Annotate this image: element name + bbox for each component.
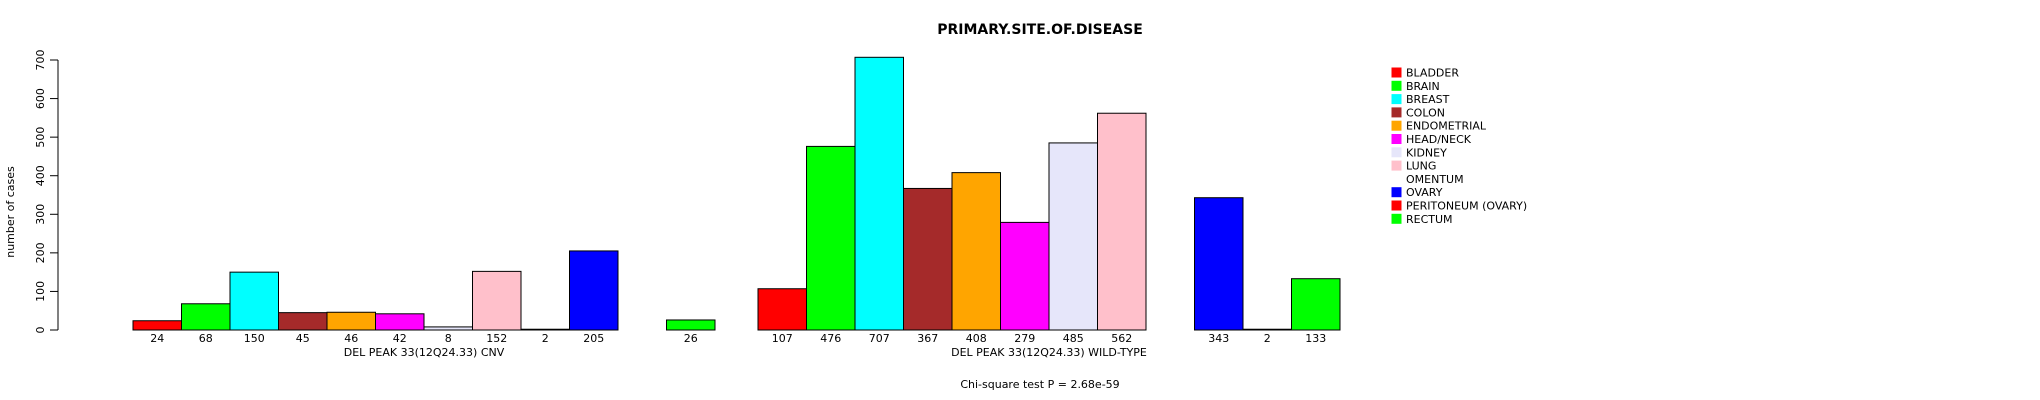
y-axis: 0 100 200 300 400 500 600 700: [34, 50, 59, 334]
y-tick-label: 400: [34, 165, 47, 186]
bar-value-label: 46: [344, 332, 358, 345]
y-tick-label: 500: [34, 127, 47, 148]
y-tick-label: 200: [34, 242, 47, 263]
bar-value-label: 485: [1063, 332, 1084, 345]
bar-breast: [229, 271, 279, 331]
bar-value-label: 476: [820, 332, 841, 345]
bar-brain: [181, 303, 231, 331]
legend-label: BREAST: [1406, 93, 1450, 106]
legend-swatch: [1391, 67, 1402, 78]
legend-swatch: [1391, 94, 1402, 105]
bar-value-label: 2: [1264, 332, 1271, 345]
bar-kidney: [1048, 142, 1098, 331]
bar-value-label: 68: [199, 332, 213, 345]
bar-value-label: 279: [1014, 332, 1035, 345]
bar-bladder: [757, 288, 807, 331]
bar-ovary: [569, 250, 619, 331]
y-axis-label: number of cases: [4, 166, 17, 258]
bar-value-label: 2: [542, 332, 549, 345]
bar-value-label: 343: [1208, 332, 1229, 345]
bar-colon: [903, 187, 953, 331]
legend-label: PERITONEUM (OVARY): [1406, 200, 1527, 213]
bar-ovary: [1194, 197, 1244, 331]
legend-swatch: [1391, 213, 1402, 224]
bar-rectum: [666, 319, 716, 331]
bar-value-label: 150: [244, 332, 265, 345]
legend-label: KIDNEY: [1406, 146, 1447, 159]
legend-label: OVARY: [1406, 186, 1443, 199]
legend-label: RECTUM: [1406, 213, 1453, 226]
y-tick-label: 300: [34, 204, 47, 225]
group-label-wild-type: DEL PEAK 33(12Q24.33) WILD-TYPE: [951, 346, 1147, 359]
y-tick-label: 700: [34, 50, 47, 71]
legend: BLADDERBRAINBREASTCOLONENDOMETRIALHEAD/N…: [1391, 67, 1527, 226]
bar-peritoneum-ovary: [1242, 328, 1292, 331]
bar-head-neck: [375, 313, 425, 331]
bar-colon: [278, 312, 328, 331]
bar-value-label: 42: [393, 332, 407, 345]
bar-endometrial: [326, 311, 376, 331]
bar-value-label: 26: [684, 332, 698, 345]
legend-label: BRAIN: [1406, 80, 1440, 93]
legend-swatch: [1391, 200, 1402, 211]
bar-value-label: 24: [150, 332, 164, 345]
y-tick-label: 0: [34, 327, 47, 334]
legend-swatch: [1391, 160, 1402, 171]
bar-brain: [806, 145, 856, 331]
legend-label: ENDOMETRIAL: [1406, 120, 1487, 133]
bar-value-label: 205: [583, 332, 604, 345]
bar-value-label: 133: [1305, 332, 1326, 345]
legend-swatch: [1392, 174, 1401, 184]
legend-swatch: [1391, 134, 1402, 144]
bar-value-label: 8: [445, 332, 452, 345]
legend-swatch: [1391, 107, 1402, 118]
y-tick-label: 100: [34, 281, 47, 302]
y-tick-label: 600: [34, 88, 47, 109]
bar-value-label: 152: [486, 332, 507, 345]
bar-value-label: 707: [869, 332, 890, 345]
chi-square-footnote: Chi-square test P = 2.68e-59: [960, 378, 1119, 391]
bar-value-label: 107: [772, 332, 793, 345]
legend-swatch: [1391, 147, 1402, 158]
bar-head-neck: [1000, 221, 1050, 331]
bar-labels: 24 68 150 45 46 42 8 152 2 205 26 107 476 707 367 408 27…: [150, 332, 1326, 345]
bar-lung: [1097, 112, 1147, 331]
bar-omentum: [520, 328, 570, 331]
bar-endometrial: [951, 172, 1001, 331]
bar-kidney: [423, 326, 473, 331]
legend-label: LUNG: [1406, 160, 1436, 173]
legend-swatch: [1391, 120, 1402, 131]
bar-lung: [472, 270, 522, 331]
legend-label: OMENTUM: [1406, 173, 1464, 186]
bar-value-label: 367: [917, 332, 938, 345]
bar-breast: [854, 56, 904, 331]
bar-value-label: 408: [966, 332, 987, 345]
bars: [132, 56, 1341, 331]
legend-swatch: [1391, 187, 1402, 198]
chart-title: PRIMARY.SITE.OF.DISEASE: [937, 22, 1143, 38]
legend-swatch: [1391, 80, 1402, 91]
legend-label: COLON: [1406, 106, 1445, 119]
bar-bladder: [132, 320, 182, 331]
group-label-cnv: DEL PEAK 33(12Q24.33) CNV: [344, 346, 505, 359]
bar-rectum: [1291, 278, 1341, 331]
bar-value-label: 45: [296, 332, 310, 345]
legend-label: BLADDER: [1406, 67, 1459, 80]
bar-value-label: 562: [1111, 332, 1132, 345]
legend-label: HEAD/NECK: [1406, 133, 1472, 146]
